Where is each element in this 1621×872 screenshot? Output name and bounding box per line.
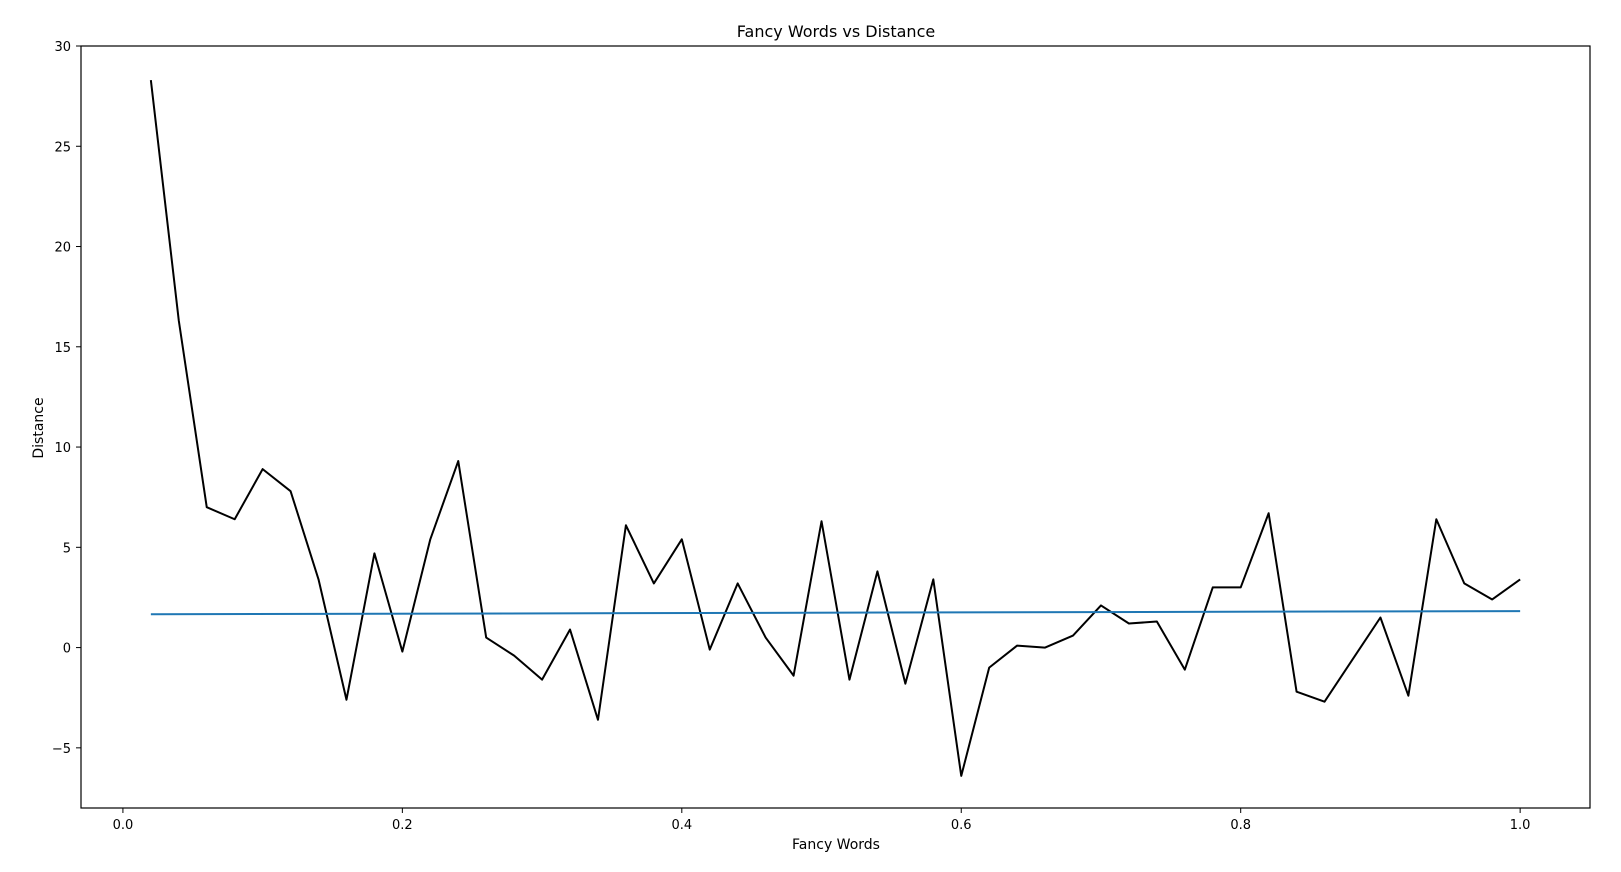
y-tick-label: 15 (54, 341, 71, 356)
y-tick-label: 5 (63, 541, 71, 556)
series-line-2 (150, 610, 1521, 616)
x-axis-ticks: 0.0 0.2 0.4 0.6 0.8 1.0 (113, 808, 1531, 833)
chart-title: Fancy Words vs Distance (737, 22, 935, 41)
y-tick-label: −5 (52, 742, 71, 757)
y-tick-label: 10 (54, 441, 71, 456)
y-tick-label: 30 (54, 40, 71, 55)
x-tick-label: 0.6 (951, 818, 972, 833)
y-axis-ticks: −5 0 5 10 15 20 25 30 (52, 40, 81, 757)
series-line-1 (149, 79, 1521, 777)
x-tick-label: 0.8 (1230, 818, 1251, 833)
y-tick-label: 25 (54, 140, 71, 155)
x-tick-label: 0.0 (113, 818, 134, 833)
x-tick-label: 0.4 (671, 818, 692, 833)
x-tick-label: 1.0 (1510, 818, 1531, 833)
y-axis-label: Distance (31, 397, 47, 458)
y-tick-label: 0 (63, 642, 71, 657)
x-tick-label: 0.2 (392, 818, 413, 833)
y-tick-label: 20 (54, 241, 71, 256)
series-layer (149, 79, 1521, 777)
plot-frame (80, 45, 1591, 809)
x-axis-label: Fancy Words (792, 837, 880, 853)
